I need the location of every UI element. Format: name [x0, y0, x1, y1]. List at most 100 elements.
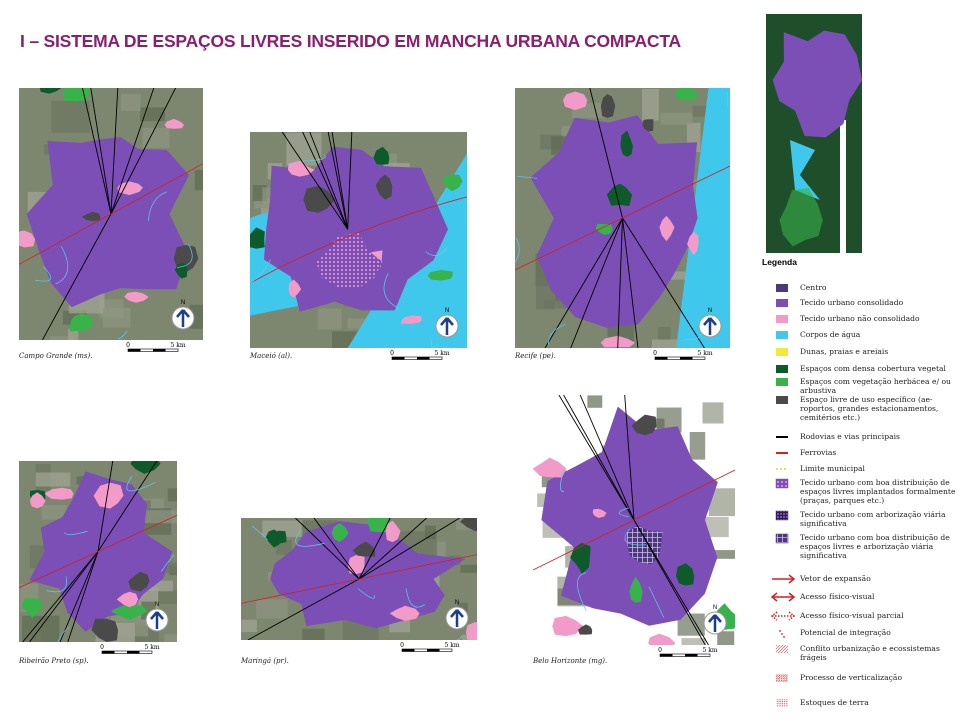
terrain	[144, 510, 177, 524]
river	[250, 259, 271, 284]
legend-label: Tecido urbano com boa distribuição de es…	[800, 478, 956, 505]
river	[648, 586, 665, 618]
map	[250, 132, 467, 348]
patch	[250, 227, 265, 249]
river	[624, 528, 646, 546]
river	[302, 154, 326, 162]
road	[67, 551, 99, 642]
river	[251, 525, 268, 541]
legend-label: Tecido urbano com boa distribuição de es…	[800, 533, 950, 560]
terrain	[35, 472, 71, 487]
river	[34, 266, 52, 282]
road	[331, 132, 349, 230]
map-caption: Campo Grande (ms).	[19, 352, 93, 360]
road	[563, 395, 635, 521]
patch	[43, 487, 74, 500]
legend-label: Potencial de integração	[800, 628, 891, 637]
river	[560, 468, 565, 492]
scale-label: 0	[126, 342, 130, 349]
terrain	[139, 107, 165, 122]
legend-swatch	[776, 331, 788, 339]
terrain	[158, 590, 177, 605]
patch	[69, 313, 94, 332]
patch	[676, 563, 695, 586]
terrain	[142, 127, 170, 148]
map	[241, 518, 477, 640]
map-caption: Maringá (pr).	[241, 657, 289, 665]
scale-label: 0	[390, 350, 394, 357]
terrain	[642, 88, 659, 121]
patch	[130, 461, 161, 474]
patch	[460, 518, 477, 532]
scale-bar	[417, 357, 430, 360]
terrain	[657, 326, 671, 341]
scale-label: 0	[400, 642, 404, 649]
legend-label: Centro	[800, 283, 827, 292]
scale-bar	[127, 651, 140, 654]
patch	[578, 624, 593, 635]
patch	[592, 508, 607, 518]
terrain	[689, 431, 706, 460]
road	[589, 88, 623, 219]
urban-area	[541, 406, 718, 626]
patch	[39, 88, 62, 94]
legend-label: Conflito urbanização e ecossistemas frág…	[800, 644, 940, 662]
terrain	[460, 564, 477, 573]
patch	[82, 211, 101, 222]
rail	[250, 196, 467, 284]
rail	[19, 514, 177, 589]
patch	[675, 88, 699, 101]
scale-bar	[128, 349, 141, 352]
road	[295, 518, 360, 580]
rail	[515, 165, 730, 271]
legend-label: Vetor de expansão	[800, 574, 871, 583]
road	[313, 518, 360, 580]
overview-urban	[772, 30, 863, 138]
patch	[303, 185, 336, 213]
terrain	[587, 395, 603, 408]
river	[577, 572, 587, 612]
patch	[21, 598, 43, 618]
overview-veg	[779, 187, 823, 247]
river	[430, 337, 440, 348]
scale-label: 5 km	[702, 647, 717, 654]
scale-label: 5 km	[144, 644, 159, 651]
road	[570, 217, 623, 348]
terrain	[276, 539, 293, 555]
legend-swatch	[775, 478, 789, 489]
terrain	[347, 318, 371, 329]
north-label: N	[455, 600, 459, 606]
legend-label: Limite municipal	[800, 464, 865, 473]
road	[544, 217, 623, 348]
road	[622, 217, 639, 348]
scale-label: 5 km	[697, 350, 712, 357]
river	[295, 529, 325, 547]
road	[247, 578, 360, 640]
river	[46, 576, 67, 593]
terrain	[50, 336, 74, 340]
legend-swatch	[775, 533, 789, 544]
legend-swatch	[775, 510, 789, 521]
terrain	[141, 580, 174, 592]
river	[160, 554, 175, 572]
scale-bar	[392, 357, 405, 360]
urban-area	[270, 521, 466, 629]
terrain	[677, 613, 705, 636]
patch	[124, 291, 149, 303]
road	[302, 132, 349, 230]
patch	[687, 231, 699, 256]
road	[579, 395, 635, 521]
north-arrow	[450, 609, 464, 627]
scale-bar	[102, 651, 115, 654]
road	[624, 395, 635, 521]
patch	[595, 223, 613, 235]
road	[82, 88, 112, 215]
road	[622, 217, 705, 348]
river	[117, 330, 128, 340]
terrain	[68, 329, 79, 340]
legend-swatch	[776, 396, 788, 404]
river	[547, 323, 566, 345]
road	[110, 88, 176, 215]
terrain	[302, 628, 325, 640]
road	[22, 551, 99, 642]
